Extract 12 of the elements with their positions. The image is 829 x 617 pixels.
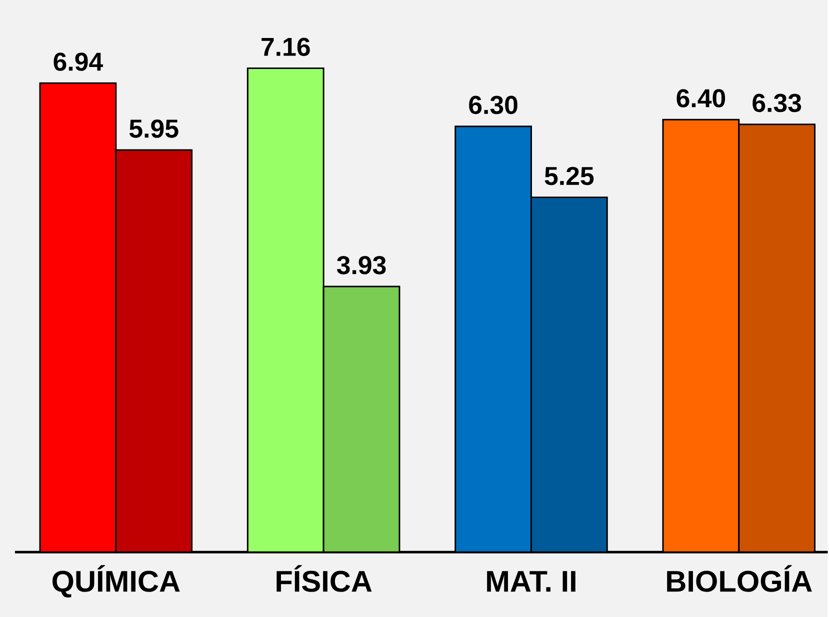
data-label: 5.95	[129, 119, 178, 138]
data-label: 6.94	[54, 52, 103, 71]
x-tick-label: MAT. II	[487, 571, 576, 592]
data-label: 7.16	[262, 38, 310, 56]
data-label: 3.93	[336, 256, 386, 274]
data-label: 6.40	[676, 89, 726, 108]
x-tick-label: BIOLOGÍA	[667, 565, 812, 592]
data-label: 6.33	[752, 94, 802, 112]
x-tick-label: FÍSICA	[276, 565, 372, 592]
data-label: 5.25	[544, 166, 594, 186]
data-label: 6.30	[469, 96, 518, 114]
x-tick-label: QUÍMICA	[52, 565, 180, 598]
